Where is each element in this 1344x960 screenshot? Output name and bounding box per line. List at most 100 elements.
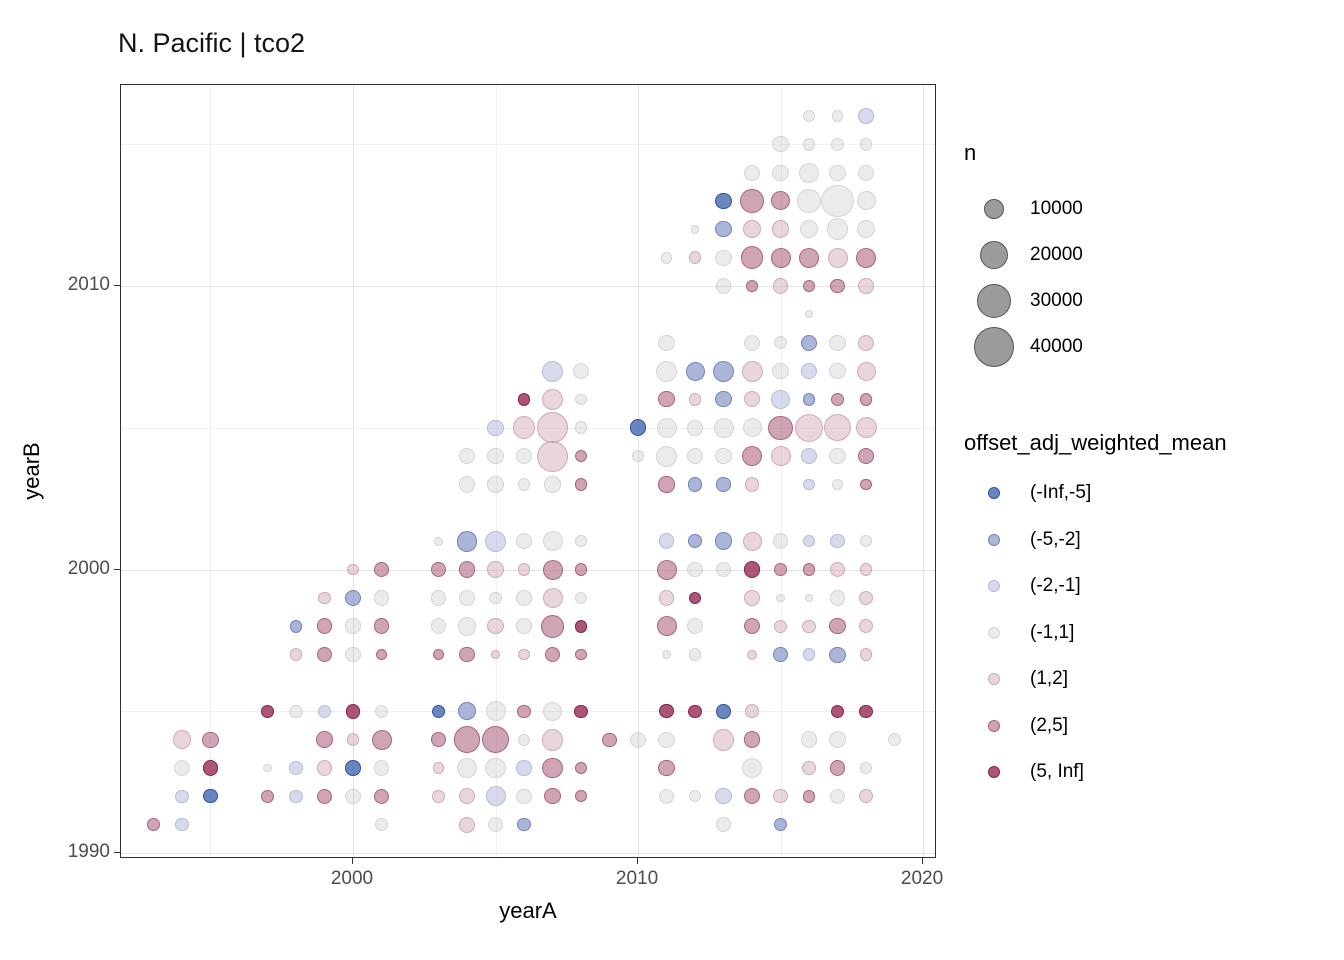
data-bubble: [491, 650, 500, 660]
data-bubble: [289, 648, 303, 661]
data-bubble: [542, 360, 563, 382]
data-bubble: [516, 590, 532, 606]
size-key-circle: [974, 327, 1014, 367]
color-legend-key: [964, 673, 1024, 686]
data-bubble: [375, 648, 388, 661]
data-bubble: [345, 760, 361, 776]
data-bubble: [656, 616, 677, 637]
data-bubble: [658, 476, 675, 493]
data-bubble: [685, 361, 705, 381]
minor-gridline-x: [780, 85, 782, 857]
data-bubble: [716, 817, 731, 833]
data-bubble: [537, 412, 568, 444]
data-bubble: [542, 388, 563, 410]
major-gridline-y: [121, 853, 935, 855]
data-bubble: [432, 648, 445, 661]
data-bubble: [575, 535, 587, 548]
data-bubble: [687, 477, 703, 492]
data-bubble: [430, 561, 447, 578]
data-bubble: [800, 731, 818, 748]
size-legend-label: 30000: [1030, 290, 1083, 311]
data-bubble: [802, 393, 816, 406]
data-bubble: [203, 789, 218, 804]
data-bubble: [743, 788, 761, 805]
data-bubble: [544, 646, 561, 663]
data-bubble: [687, 561, 703, 578]
data-bubble: [517, 393, 531, 406]
data-bubble: [830, 278, 845, 294]
data-bubble: [859, 137, 873, 151]
size-key-circle: [979, 240, 1009, 270]
data-bubble: [373, 561, 390, 578]
size-key-circle: [984, 199, 1004, 219]
x-tick-label: 2020: [900, 868, 944, 889]
data-bubble: [344, 589, 362, 606]
data-bubble: [512, 416, 536, 440]
data-bubble: [687, 420, 703, 436]
data-bubble: [829, 447, 846, 465]
data-bubble: [688, 393, 702, 406]
color-legend-label: (5, Inf]: [1030, 761, 1084, 783]
data-bubble: [289, 704, 303, 718]
data-bubble: [345, 788, 361, 805]
data-bubble: [830, 704, 845, 718]
data-bubble: [517, 563, 531, 576]
data-bubble: [659, 704, 674, 719]
data-bubble: [458, 702, 476, 721]
data-bubble: [857, 334, 875, 351]
data-bubble: [773, 789, 788, 804]
major-gridline-x: [923, 85, 925, 857]
data-bubble: [432, 790, 445, 803]
data-bubble: [374, 704, 389, 718]
data-bubble: [517, 478, 531, 491]
data-bubble: [860, 478, 872, 491]
data-bubble: [487, 618, 504, 635]
data-bubble: [629, 731, 647, 748]
data-bubble: [740, 246, 764, 270]
data-bubble: [860, 535, 872, 548]
color-legend-key: [964, 766, 1024, 779]
color-key-circle: [988, 487, 1000, 500]
data-bubble: [830, 534, 845, 549]
data-bubble: [802, 648, 816, 661]
color-key-circle: [988, 719, 1000, 732]
data-bubble: [574, 704, 588, 718]
y-tick-label: 2000: [67, 557, 110, 579]
data-bubble: [572, 363, 590, 380]
data-bubble: [799, 162, 820, 183]
data-bubble: [829, 646, 846, 663]
data-bubble: [457, 757, 477, 778]
data-bubble: [742, 757, 763, 778]
data-bubble: [371, 729, 392, 750]
data-bubble: [432, 762, 445, 774]
data-bubble: [743, 731, 761, 748]
data-bubble: [715, 448, 732, 465]
color-legend-key: [964, 487, 1024, 500]
data-bubble: [857, 164, 875, 181]
data-bubble: [824, 414, 851, 442]
data-bubble: [742, 446, 763, 467]
data-bubble: [487, 419, 504, 436]
data-bubble: [744, 704, 760, 719]
data-bubble: [574, 563, 588, 576]
data-bubble: [317, 704, 332, 718]
data-bubble: [629, 419, 647, 437]
data-bubble: [714, 532, 733, 551]
data-bubble: [434, 536, 443, 546]
data-bubble: [858, 619, 874, 634]
data-bubble: [481, 725, 510, 754]
data-bubble: [485, 530, 506, 552]
data-bubble: [574, 478, 588, 491]
data-bubble: [716, 703, 731, 719]
data-bubble: [261, 704, 274, 718]
data-bubble: [316, 618, 333, 634]
data-bubble: [544, 476, 561, 493]
data-bubble: [747, 649, 758, 660]
data-bubble: [260, 789, 275, 804]
size-legend-item: 10000: [964, 186, 1083, 232]
data-bubble: [516, 760, 532, 776]
data-bubble: [803, 109, 815, 122]
data-bubble: [346, 733, 360, 746]
size-legend-label: 40000: [1030, 336, 1083, 357]
x-tick-label: 2010: [615, 868, 659, 889]
